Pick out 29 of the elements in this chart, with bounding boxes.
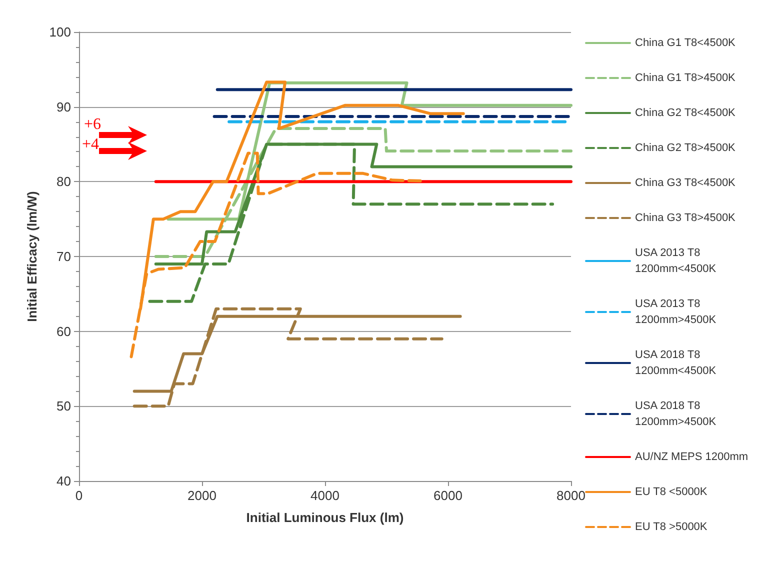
legend-label: China G3 T8<4500K bbox=[635, 177, 736, 189]
legend-label: USA 2013 T8 1200mm>4500K bbox=[635, 298, 717, 326]
legend-label: USA 2013 T8 1200mm<4500K bbox=[635, 247, 717, 275]
legend-label: China G2 T8<4500K bbox=[635, 107, 736, 119]
legend-label: EU T8 >5000K bbox=[635, 521, 708, 533]
legend-label: China G1 T8<4500K bbox=[635, 37, 736, 49]
y-tick-label: 80 bbox=[56, 174, 71, 190]
y-tick-label: 100 bbox=[49, 24, 71, 40]
legend-label: AU/NZ MEPS 1200mm bbox=[635, 451, 748, 463]
x-axis-title: Initial Luminous Flux (lm) bbox=[246, 510, 404, 525]
x-tick-label: 6000 bbox=[434, 488, 462, 503]
x-tick-label: 2000 bbox=[188, 488, 216, 503]
x-tick-label: 4000 bbox=[310, 488, 340, 503]
legend-label: China G2 T8>4500K bbox=[635, 142, 736, 154]
annotation: +6 bbox=[84, 116, 102, 134]
y-tick-label: 70 bbox=[56, 249, 71, 264]
annotation: +4 bbox=[82, 136, 100, 154]
legend-label: China G1 T8>4500K bbox=[635, 72, 736, 84]
legend-label: EU T8 <5000K bbox=[635, 486, 708, 498]
y-axis-title: Initial Efficacy (lm/W) bbox=[24, 191, 40, 322]
x-tick-label: 0 bbox=[75, 488, 83, 503]
x-tick-label: 8000 bbox=[556, 488, 586, 503]
legend-label: USA 2018 T8 1200mm>4500K bbox=[635, 400, 717, 428]
legend-label: China G3 T8>4500K bbox=[635, 212, 736, 224]
legend-label: USA 2018 T8 1200mm<4500K bbox=[635, 349, 717, 377]
y-tick-label: 60 bbox=[56, 324, 71, 339]
y-tick-label: 40 bbox=[56, 474, 71, 488]
y-tick-label: 50 bbox=[56, 398, 71, 414]
y-tick-label: 90 bbox=[56, 99, 71, 114]
